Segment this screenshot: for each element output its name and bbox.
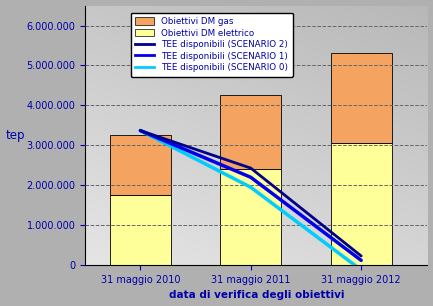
Y-axis label: tep: tep <box>6 129 25 142</box>
Bar <box>331 143 391 265</box>
Bar <box>110 135 171 195</box>
Bar <box>331 54 391 143</box>
Legend: Obiettivi DM gas, Obiettivi DM elettrico, TEE disponibili (SCENARIO 2), TEE disp: Obiettivi DM gas, Obiettivi DM elettrico… <box>131 13 293 77</box>
Bar <box>220 169 281 265</box>
X-axis label: data di verifica degli obiettivi: data di verifica degli obiettivi <box>168 290 344 300</box>
Bar <box>220 95 281 169</box>
Bar <box>110 195 171 265</box>
